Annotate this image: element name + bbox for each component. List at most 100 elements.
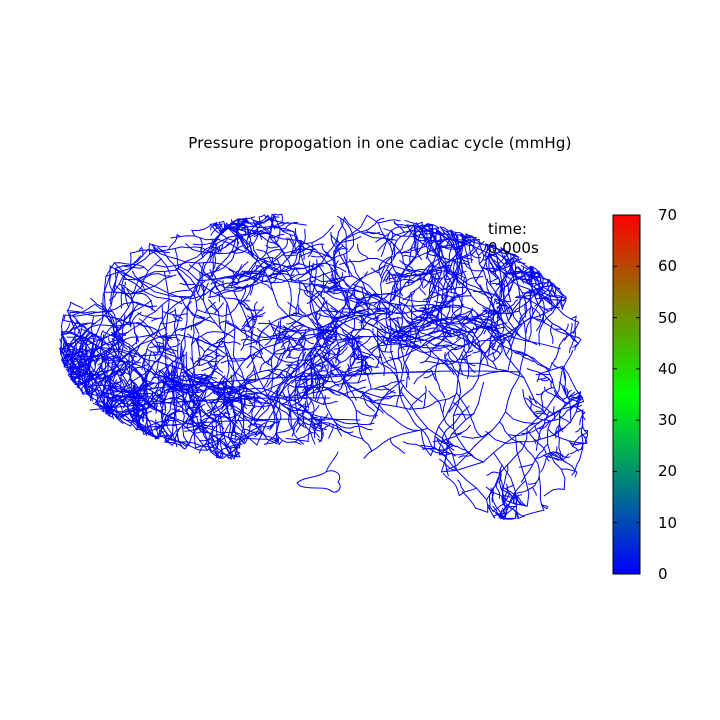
vessel-segment (281, 392, 303, 405)
vessel-segment (222, 280, 226, 291)
vessel-segment (222, 384, 248, 397)
vessel-segment (438, 358, 460, 365)
vessel-segment (249, 278, 259, 284)
vessel-segment (160, 429, 176, 447)
vessel-segment (555, 295, 568, 308)
vessel-segment (475, 253, 509, 282)
vessel-segment (215, 411, 227, 423)
vessel-segment (285, 248, 301, 271)
vessel-segment (473, 381, 485, 415)
vessel-segment (260, 353, 273, 367)
vessel-segment (121, 377, 127, 393)
vessel-segment (154, 261, 222, 268)
vessel-segment (540, 278, 543, 292)
vessel-segment (399, 250, 410, 272)
vessel-segment (399, 340, 407, 367)
vessel-segment (341, 230, 367, 242)
vessel-segment (86, 314, 113, 318)
vessel-segment (260, 421, 278, 428)
vessel-segment (311, 373, 326, 382)
vessel-segment (65, 360, 84, 366)
vessel-segment (200, 246, 204, 258)
vessel-segment (505, 252, 520, 262)
vessel-segment (526, 272, 531, 283)
vessel-segment (391, 273, 404, 278)
vessel-segment (267, 232, 285, 254)
vessel-segment (242, 405, 252, 424)
vessel-segment (241, 315, 253, 327)
vessel-segment (168, 233, 181, 251)
vessel-segment (419, 286, 427, 296)
vessel-segment (279, 272, 295, 276)
vessel-segment (196, 340, 206, 353)
vessel-segment (297, 404, 308, 408)
vessel-segment (401, 297, 411, 319)
vessel-segment (438, 307, 443, 326)
vessel-segment (283, 324, 293, 332)
vessel-segment (515, 260, 526, 264)
vessel-segment (459, 328, 477, 344)
vessel-segment (122, 396, 145, 415)
vessel-segment (132, 288, 148, 294)
vessel-segment (528, 397, 542, 406)
vessel-segment (467, 362, 476, 366)
vessel-segment (72, 339, 82, 345)
vessel-segment (543, 311, 554, 323)
vessel-segment (529, 355, 550, 370)
vessel-segment (405, 343, 425, 356)
vessel-segment (204, 374, 217, 389)
vessel-segment (302, 400, 312, 416)
vessel-segment (190, 225, 211, 237)
vessel-segment (315, 224, 335, 242)
vessel-segment (367, 332, 394, 351)
vessel-segment (344, 386, 367, 395)
vessel-segment (452, 333, 470, 348)
vessel-segment (460, 342, 473, 349)
vessel-segment (63, 291, 115, 358)
vessel-segment (404, 236, 443, 273)
vessel-segment (355, 366, 370, 374)
vessel-segment (502, 505, 518, 516)
vessel-segment (376, 328, 381, 355)
vessel-segment (148, 316, 163, 319)
vessel-segment (498, 468, 502, 483)
vessel-segment (450, 295, 472, 299)
vessel-segment (514, 310, 528, 332)
vessel-segment (529, 408, 552, 423)
vessel-segment (329, 322, 339, 345)
vessel-segment (279, 325, 307, 332)
vessel-segment (525, 282, 551, 297)
vessel-segment (501, 272, 505, 291)
vessel-segment (342, 307, 360, 314)
vessel-segment (409, 237, 416, 265)
vessel-segment (81, 388, 90, 395)
vessel-segment (302, 384, 312, 392)
vessel-segment (90, 355, 99, 377)
vessel-segment (216, 450, 241, 458)
vessel-segment (80, 375, 92, 392)
vessel-segment (426, 223, 440, 229)
vessel-segment (180, 297, 206, 319)
vessel-segment (311, 372, 327, 378)
vessel-segment (532, 443, 549, 465)
vessel-segment (485, 430, 545, 445)
vessel-segment (422, 294, 438, 301)
vessel-segment (450, 273, 454, 294)
vessel-segment (242, 327, 248, 338)
vessel-segment (219, 245, 222, 253)
vessel-segment (250, 229, 261, 235)
vessel-segment (196, 360, 211, 366)
vessel-segment (199, 439, 215, 442)
vessel-segment (488, 252, 503, 269)
vessel-segment (349, 355, 365, 361)
vessel-segment (114, 397, 135, 419)
vessel-segment (72, 376, 77, 382)
vessel-segment (477, 302, 520, 315)
vessel-segment (412, 347, 442, 353)
vessel-segment (318, 285, 333, 289)
vessel-segment (385, 340, 403, 346)
vessel-segment (310, 431, 316, 445)
vessel-segment (237, 390, 253, 395)
vessel-segment (318, 337, 326, 342)
vessel-segment (532, 486, 537, 496)
